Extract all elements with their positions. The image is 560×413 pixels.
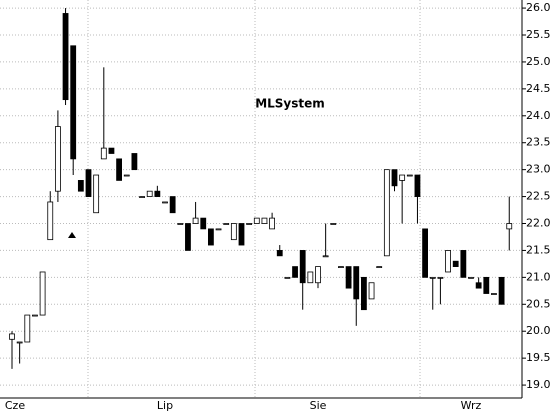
candle-body (491, 293, 497, 295)
x-tick-label: Sie (310, 399, 327, 412)
candle-body (468, 276, 474, 279)
candle-body (24, 314, 31, 343)
candle-body (307, 271, 314, 284)
plot-area (0, 0, 522, 398)
candle-body (70, 45, 77, 160)
candle-body (353, 266, 360, 300)
candle-body (399, 174, 406, 181)
candle-body (330, 223, 337, 225)
candle-body (452, 260, 459, 267)
y-tick-label: 20.5 (526, 297, 551, 310)
candle-body (39, 271, 46, 316)
candle-body (445, 250, 451, 273)
candle-body (345, 266, 352, 289)
candle-body (238, 223, 245, 246)
candle-body (292, 266, 298, 278)
candle-body (100, 147, 107, 160)
y-tick-label: 22.0 (526, 217, 551, 230)
candle-body (185, 223, 191, 251)
candle-body (391, 169, 398, 187)
x-tick-label: Lip (157, 399, 173, 412)
chart-title: MLSystem (255, 97, 325, 111)
candle-body (9, 333, 15, 340)
x-tick-label: Cze (5, 399, 25, 412)
y-tick-label: 25.0 (526, 55, 551, 68)
x-tick-label: Wrz (461, 399, 482, 412)
y-tick-label: 23.0 (526, 163, 551, 176)
candle-body (368, 282, 375, 300)
candle-body (322, 255, 329, 258)
candle-body (154, 190, 161, 197)
candle-body (429, 276, 436, 279)
candle-body (169, 196, 176, 214)
y-tick-label: 19.5 (526, 351, 551, 364)
candle-body (376, 266, 383, 268)
candle-body (414, 174, 421, 197)
candle-body (200, 217, 207, 230)
signal-marker (68, 232, 76, 238)
candle-body (162, 201, 168, 204)
candle-body (62, 13, 69, 101)
candle-body (139, 196, 145, 198)
candle-body (116, 158, 122, 181)
candle-body (253, 217, 260, 224)
candle-body (77, 180, 84, 192)
candle-body (506, 223, 513, 230)
y-tick-label: 24.5 (526, 82, 551, 95)
candle-body (108, 147, 115, 154)
candle-body (230, 223, 237, 241)
candle-body (93, 174, 100, 214)
y-tick-label: 21.0 (526, 270, 551, 283)
y-tick-label: 21.5 (526, 243, 551, 256)
candle-body (261, 217, 268, 224)
candle-body (192, 217, 199, 224)
candle-body (383, 169, 390, 257)
y-tick-label: 25.5 (526, 28, 551, 41)
candle-body (498, 276, 505, 305)
candle-body (123, 174, 130, 177)
candle-body (246, 223, 253, 225)
candle-body (131, 153, 138, 171)
candle-body (338, 266, 344, 268)
candle-body (284, 276, 291, 279)
candle-body (299, 250, 306, 284)
y-tick-label: 20.0 (526, 324, 551, 337)
y-tick-label: 22.5 (526, 190, 551, 203)
candle-body (215, 228, 222, 231)
y-tick-label: 26.0 (526, 1, 551, 14)
y-tick-label: 23.5 (526, 136, 551, 149)
candle-body (360, 276, 367, 311)
candle-body (47, 201, 54, 241)
candle-body (276, 250, 283, 257)
candle-body (55, 126, 61, 192)
candle-body (315, 266, 321, 284)
candle-body (207, 228, 214, 246)
y-tick-label: 24.0 (526, 109, 551, 122)
y-tick-label: 19.0 (526, 378, 551, 391)
candle-body (475, 282, 482, 289)
candle-body (269, 217, 276, 230)
candle-body (177, 223, 184, 225)
candle-body (223, 223, 230, 225)
candle-body (16, 341, 23, 344)
candle-body (146, 190, 153, 197)
candle-body (85, 169, 92, 197)
candle-body (460, 250, 467, 278)
candle-body (422, 228, 429, 278)
candle-body (32, 314, 38, 317)
candle-body (437, 276, 444, 279)
candle-body (483, 276, 490, 294)
candle-body (406, 174, 413, 177)
